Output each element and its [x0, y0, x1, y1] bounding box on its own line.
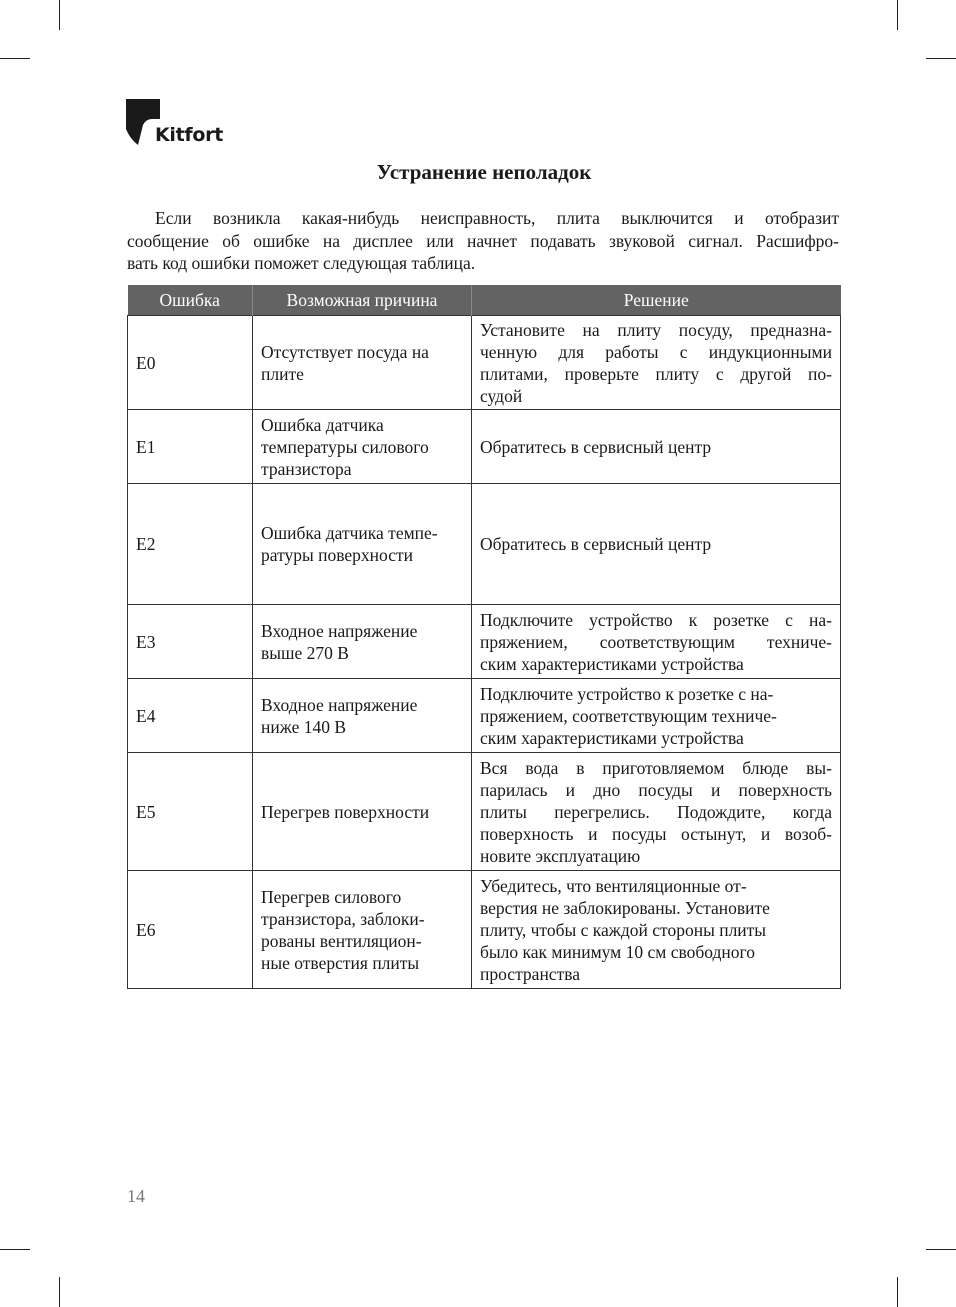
- cell-line: Входное напряжение: [261, 620, 418, 641]
- cell-line: Подключите устройство к розетке с на-: [480, 609, 832, 630]
- table-row: E2 Ошибка датчика темпе-ратуры поверхност…: [127, 483, 841, 605]
- table-row: E5 Перегрев поверхности Вся вода в пригото…: [127, 752, 841, 871]
- page-title: Устранение неполадок: [376, 160, 592, 184]
- kitfort-logo-icon: [126, 99, 160, 145]
- table-row: E4 Входное напряжение ниже 140 В Подключите…: [127, 678, 841, 753]
- table-row: E0 Отсутствует посуда на плите Установите н…: [127, 315, 841, 410]
- cell-line: ниже 140 В: [261, 716, 347, 737]
- table-row: E1 Ошибка датчика температуры силового тран…: [127, 409, 841, 484]
- header-solution: Решение: [471, 285, 841, 316]
- error-table: Ошибка Возможная причина Решение E0 Отсут…: [127, 285, 841, 989]
- header-cause: Возможная причина: [252, 285, 472, 316]
- error-code: E4: [127, 678, 253, 753]
- solution-cell: Обратитесь в сервисный центр: [471, 409, 841, 484]
- cell-line: новите эксплуатацию: [480, 845, 641, 866]
- cell-line: Отсутствует посуда на: [261, 341, 429, 362]
- cell-line: плиты перегрелись. Подождите, когда: [480, 801, 832, 822]
- cell-line: парилась и дно посуды и поверхность: [480, 779, 832, 800]
- cell-line: Обратитесь в сервисный центр: [480, 534, 712, 554]
- crop-mark: [59, 0, 60, 30]
- solution-cell: Обратитесь в сервисный центр: [471, 483, 841, 605]
- cause-cell: Входное напряжение выше 270 В: [252, 604, 472, 679]
- intro-line: Если возникла какая-нибудь неисправность…: [155, 208, 839, 228]
- cell-line: транзистора: [261, 458, 352, 479]
- error-code: E1: [127, 409, 253, 484]
- cause-cell: Входное напряжение ниже 140 В: [252, 678, 472, 753]
- brand-name: Kitfort: [155, 124, 223, 146]
- cell-line: ратуры поверхности: [261, 545, 413, 565]
- cell-line: Вся вода в приготовляемом блюде вы-: [480, 757, 832, 778]
- cell-line: пряжением, соответствующим техниче-: [480, 705, 777, 726]
- table-row: E6 Перегрев силового транзистора, заблоки-…: [127, 870, 841, 989]
- cell-line: ные отверстия плиты: [261, 952, 420, 973]
- cell-line: пространства: [480, 963, 581, 984]
- cell-line: Перегрев силового: [261, 886, 402, 907]
- cell-line: было как минимум 10 см свободного: [480, 941, 756, 962]
- crop-mark: [897, 1277, 898, 1307]
- table-header-row: Ошибка Возможная причина Решение: [127, 285, 841, 316]
- cell-line: Убедитесь, что вентиляционные от-: [480, 875, 747, 896]
- cell-line: плитами, проверьте плиту с другой по-: [480, 363, 832, 384]
- cause-cell: Перегрев силового транзистора, заблоки-ро…: [252, 870, 472, 989]
- crop-mark: [897, 0, 898, 30]
- cause-cell: Отсутствует посуда на плите: [252, 315, 472, 410]
- cell-line: плите: [261, 363, 304, 384]
- solution-cell: Подключите устройство к розетке с на-пря…: [471, 604, 841, 679]
- cell-line: рованы вентиляцион-: [261, 930, 422, 951]
- cell-line: ским характеристиками устройства: [480, 653, 744, 674]
- cell-line: поверхность и посуды остынут, и возоб-: [480, 823, 832, 844]
- cell-line: температуры силового: [261, 436, 429, 457]
- cell-line: транзистора, заблоки-: [261, 908, 425, 929]
- solution-cell: Установите на плиту посуду, предназна-че…: [471, 315, 841, 410]
- error-code: E2: [127, 483, 253, 605]
- cell-line: ским характеристиками устройства: [480, 727, 744, 748]
- cell-line: плиту, чтобы с каждой стороны плиты: [480, 919, 767, 940]
- error-code: E6: [127, 870, 253, 989]
- intro-paragraph: Если возникла какая-нибудь неисправность…: [127, 207, 839, 275]
- cell-line: Ошибка датчика: [261, 414, 384, 435]
- solution-cell: Подключите устройство к розетке с на-пря…: [471, 678, 841, 753]
- intro-line: вать код ошибки поможет следующая таблиц…: [127, 253, 476, 273]
- cell-line: Входное напряжение: [261, 694, 418, 715]
- crop-mark: [0, 1249, 30, 1250]
- page-number: 14: [127, 1186, 145, 1206]
- crop-mark: [926, 1249, 956, 1250]
- cause-cell: Ошибка датчика темпе-ратуры поверхности: [252, 483, 472, 605]
- cell-line: Подключите устройство к розетке с на-: [480, 683, 774, 704]
- intro-line: сообщение об ошибке на дисплее или начне…: [127, 230, 839, 251]
- error-code: E5: [127, 752, 253, 871]
- cell-line: выше 270 В: [261, 642, 349, 663]
- cell-line: Ошибка датчика темпе-: [261, 523, 438, 543]
- header-error: Ошибка: [127, 285, 253, 316]
- error-code: E3: [127, 604, 253, 679]
- crop-mark: [0, 58, 30, 59]
- error-code: E0: [127, 315, 253, 410]
- cell-line: верстия не заблокированы. Установите: [480, 897, 770, 918]
- cell-line: ченную для работы с индукционными: [480, 341, 832, 362]
- cause-cell: Ошибка датчика температуры силового транзи…: [252, 409, 472, 484]
- crop-mark: [926, 58, 956, 59]
- cell-line: Установите на плиту посуду, предназна-: [480, 319, 832, 340]
- cell-line: судой: [480, 385, 523, 406]
- crop-mark: [59, 1277, 60, 1307]
- cell-line: Обратитесь в сервисный центр: [480, 436, 712, 457]
- solution-cell: Вся вода в приготовляемом блюде вы-парил…: [471, 752, 841, 871]
- table-row: E3 Входное напряжение выше 270 В Подключите…: [127, 604, 841, 679]
- solution-cell: Убедитесь, что вентиляционные от-верстия…: [471, 870, 841, 989]
- cell-line: пряжением, соответствующим техниче-: [480, 631, 832, 652]
- cause-cell: Перегрев поверхности: [252, 752, 472, 871]
- cell-line: Перегрев поверхности: [261, 801, 430, 822]
